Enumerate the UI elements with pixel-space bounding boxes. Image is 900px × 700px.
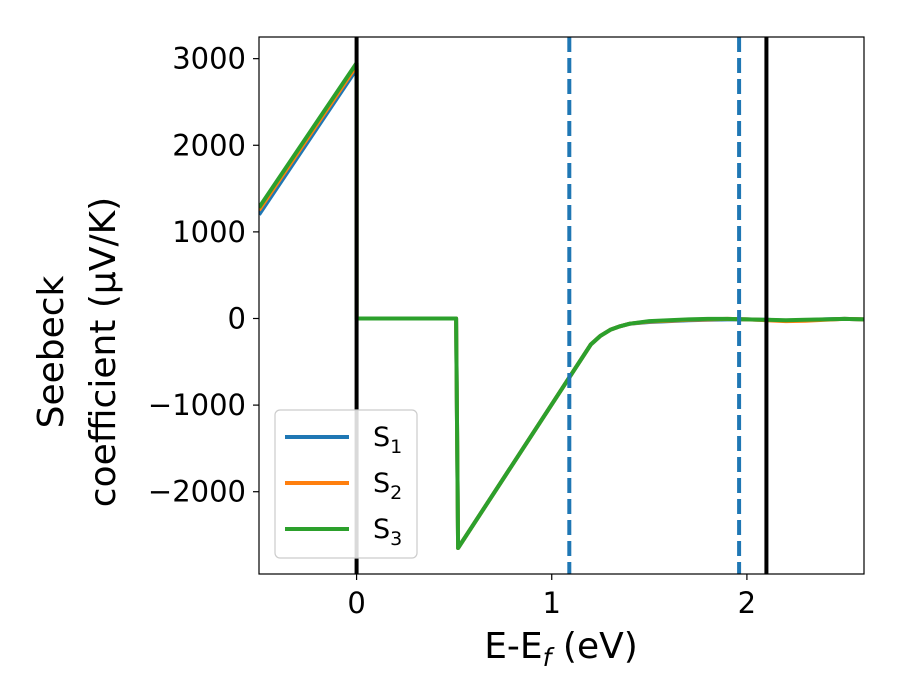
legend-label-subscript: 2 — [390, 482, 402, 504]
series-layer — [259, 61, 864, 550]
y-tick-label: 1000 — [172, 215, 246, 249]
plot-frame — [258, 36, 865, 575]
y-tick-label: 0 — [228, 301, 246, 335]
x-tick-label: 2 — [738, 586, 756, 620]
legend-label-main: S — [373, 422, 390, 453]
plot-border — [258, 36, 865, 575]
legend-label-2: S2 — [373, 468, 402, 504]
y-axis-title-line2: coefficient (μV/K) — [83, 197, 124, 507]
legend-label-3: S3 — [373, 514, 402, 550]
series-line-3 — [259, 61, 864, 550]
x-axis-title-unit: (eV) — [551, 626, 637, 667]
x-axis-title-main: E-E — [484, 626, 542, 667]
y-tick-label: 3000 — [172, 42, 246, 76]
y-tick-label: −1000 — [148, 388, 246, 422]
x-axis-title: E-Ef (eV) — [484, 626, 638, 672]
y-tick-label: 2000 — [172, 128, 246, 162]
legend-label-subscript: 1 — [390, 436, 402, 458]
legend-label-subscript: 3 — [390, 528, 402, 550]
legend-label-1: S1 — [373, 422, 402, 458]
y-axis: 3000 2000 1000 0 −1000 −2000 — [148, 42, 259, 509]
y-tick-label: −2000 — [148, 475, 246, 509]
y-axis-title-line1: Seebeck — [31, 275, 72, 428]
y-axis-title: Seebeck coefficient (μV/K) — [31, 197, 124, 507]
legend-label-main: S — [373, 468, 390, 499]
x-tick-label: 1 — [543, 586, 561, 620]
x-axis: 0 1 2 — [347, 574, 756, 620]
legend-label-main: S — [373, 514, 390, 545]
x-tick-label: 0 — [347, 586, 365, 620]
